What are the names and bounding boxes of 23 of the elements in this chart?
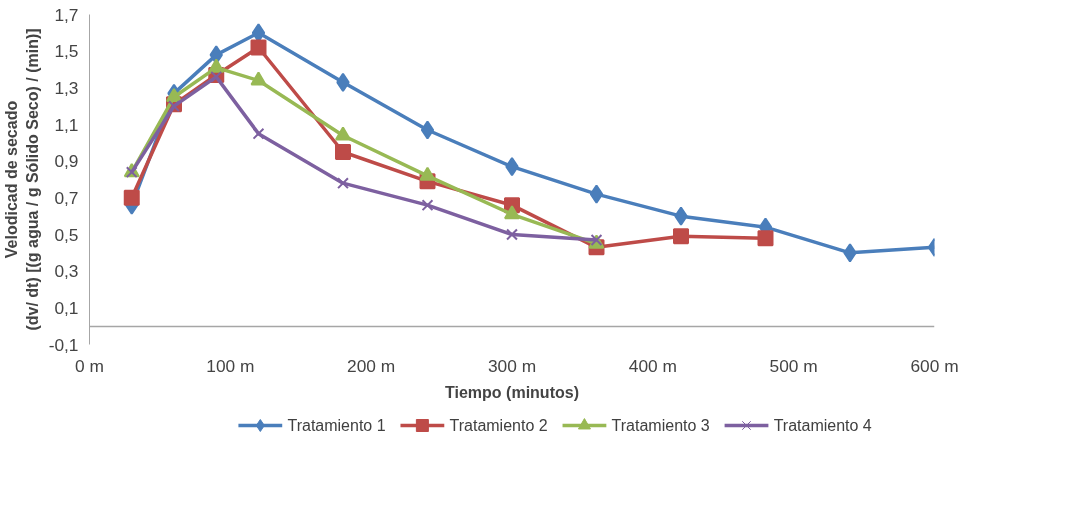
x-tick-label: 400 m [628, 355, 677, 376]
x-tick-label: 300 m [487, 355, 537, 376]
legend-label: Tratamiento 4 [773, 417, 872, 434]
y-tick-label: 1,7 [54, 4, 79, 25]
y-tick-label: -0,1 [48, 334, 79, 355]
x-tick-label: 0 m [75, 355, 104, 376]
y-tick-label: 1,1 [54, 114, 79, 135]
x-tick-label: 500 m [769, 355, 818, 376]
legend-label: Tratamiento 2 [449, 417, 548, 434]
x-tick-label: 100 m [206, 355, 255, 376]
x-tick-label: 200 m [347, 355, 396, 376]
y-tick-label: 1,5 [54, 41, 79, 62]
y-tick-label: 0,5 [54, 224, 79, 245]
x-tick-label: 600 m [910, 355, 959, 376]
y-tick-label: 0,7 [54, 187, 79, 208]
y-tick-label: 0,9 [54, 151, 79, 172]
y-tick-label: 1,3 [54, 77, 79, 98]
y-tick-label: 0,1 [54, 297, 79, 318]
legend-label: Tratamiento 1 [287, 417, 386, 434]
x-axis-title: Tiempo (minutos) [445, 383, 579, 401]
y-tick-label: 0,3 [54, 261, 79, 282]
y-axis-title: Velodicad de secado (dv/ dt) [(g agua / g Sólido Seco) / (min)] [3, 28, 41, 331]
legend-label: Tratamiento 3 [611, 417, 710, 434]
